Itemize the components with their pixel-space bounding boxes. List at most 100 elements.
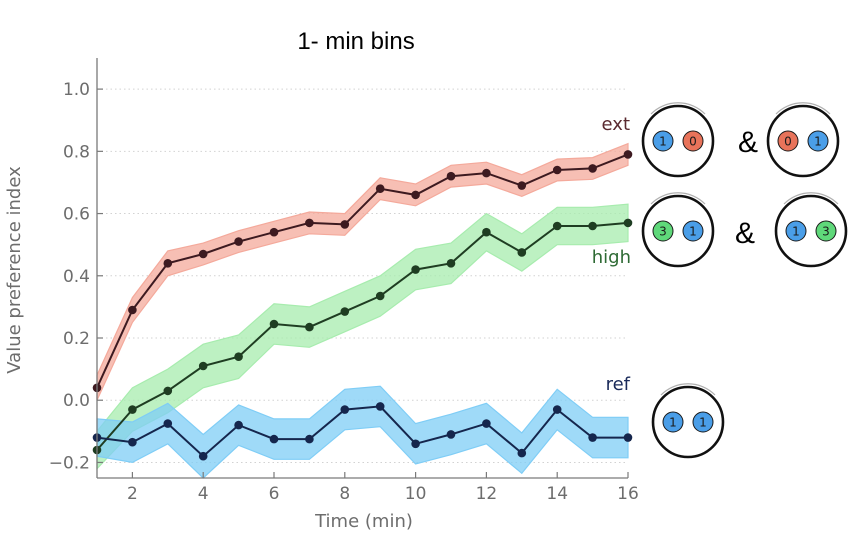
point-high-3 <box>163 386 173 396</box>
point-ext-2 <box>128 305 137 315</box>
y-tick-label-1: 0.0 <box>63 391 90 411</box>
x-tick-label-4: 4 <box>198 484 209 504</box>
arena-outline <box>766 104 840 178</box>
band-ref <box>96 385 629 479</box>
ampersand-0: & <box>738 126 758 159</box>
point-ref-5 <box>234 420 243 430</box>
chart-title: 1- min bins <box>297 28 414 55</box>
point-ext-12 <box>482 168 491 178</box>
data-points <box>92 150 633 461</box>
series-lines <box>96 153 629 458</box>
x-tick-label-14: 14 <box>546 484 568 504</box>
point-ext-16 <box>623 150 633 159</box>
error-bands <box>96 142 629 479</box>
point-high-4 <box>198 361 208 371</box>
point-ref-3 <box>163 419 173 428</box>
series-label-ref: ref <box>606 374 631 395</box>
point-ref-12 <box>482 419 491 428</box>
point-ref-15 <box>588 433 597 442</box>
y-tick-labels: −0.2 0.0 0.2 0.4 0.6 0.8 1.0 <box>49 80 90 473</box>
point-high-10 <box>411 265 420 274</box>
y-tick-label-6: 1.0 <box>63 80 90 100</box>
arena-icons: 1 0 & 0 13 1 & 1 31 1 <box>641 102 848 459</box>
point-ext-10 <box>411 190 420 200</box>
line-ref <box>96 405 628 458</box>
point-high-8 <box>340 307 350 316</box>
ball-1 <box>785 220 807 242</box>
arena-rim <box>650 102 706 115</box>
x-axis-label: Time (min) <box>314 511 413 532</box>
ball-0 <box>682 130 704 152</box>
arena-rim <box>660 383 716 396</box>
x-tick-label-6: 6 <box>269 484 280 504</box>
y-axis-label: Value preference index <box>4 166 25 374</box>
x-tick-label-12: 12 <box>476 484 498 504</box>
point-high-15 <box>588 221 597 231</box>
line-ext <box>96 153 629 389</box>
axes <box>96 58 629 479</box>
ball-label: 0 <box>784 135 792 149</box>
ampersand-1: & <box>735 217 755 250</box>
x-tick-label-16: 16 <box>617 484 639 504</box>
x-tick-labels: 2 4 6 8 10 12 14 16 <box>127 484 639 504</box>
series-label-high: high <box>592 247 631 268</box>
ball-1 <box>652 130 674 152</box>
arena-outline <box>651 385 725 459</box>
point-ref-11 <box>446 430 456 439</box>
ball-label: 1 <box>792 225 800 239</box>
arena-rim <box>775 102 831 115</box>
ball-label: 1 <box>659 135 667 149</box>
point-ref-16 <box>623 433 633 442</box>
series-labels: ext high ref <box>592 114 631 395</box>
arena-rim <box>650 192 706 205</box>
point-ref-13 <box>517 448 527 458</box>
point-ext-11 <box>446 171 456 181</box>
ball-label: 1 <box>689 225 697 239</box>
ball-1 <box>807 130 829 152</box>
point-high-14 <box>552 221 562 231</box>
point-ref-6 <box>269 434 279 444</box>
point-ext-8 <box>340 220 350 229</box>
line-high <box>96 221 629 451</box>
y-tick-label-4: 0.6 <box>63 205 90 225</box>
point-ref-2 <box>128 437 137 447</box>
point-ref-4 <box>198 451 208 461</box>
point-ext-5 <box>234 237 243 246</box>
point-ext-15 <box>588 164 597 173</box>
ball-label: 1 <box>814 135 822 149</box>
point-high-6 <box>269 319 279 329</box>
ball-3 <box>815 220 837 242</box>
y-tick-label-2: 0.2 <box>63 329 90 349</box>
point-ext-14 <box>552 165 562 175</box>
point-ext-6 <box>269 227 279 237</box>
x-tick-label-2: 2 <box>127 484 138 504</box>
point-high-12 <box>482 227 491 237</box>
point-ext-9 <box>375 184 385 193</box>
band-high <box>96 203 629 471</box>
point-ext-13 <box>517 181 527 190</box>
arena-outline <box>774 194 848 268</box>
y-tick-label-0: −0.2 <box>49 453 90 473</box>
point-ext-3 <box>163 259 173 268</box>
point-high-9 <box>375 291 385 301</box>
point-ext-7 <box>305 218 314 228</box>
point-ref-14 <box>552 405 562 414</box>
point-ref-9 <box>375 402 385 411</box>
x-tick-label-8: 8 <box>339 484 350 504</box>
ball-1 <box>682 220 704 242</box>
point-high-7 <box>305 322 314 332</box>
arena-outline <box>641 104 715 178</box>
band-ext <box>96 142 629 401</box>
ball-1 <box>692 411 714 433</box>
point-high-13 <box>517 248 527 257</box>
ball-0 <box>777 130 799 152</box>
point-high-2 <box>128 405 137 414</box>
point-ref-8 <box>340 405 350 414</box>
arena-rim <box>783 192 839 205</box>
